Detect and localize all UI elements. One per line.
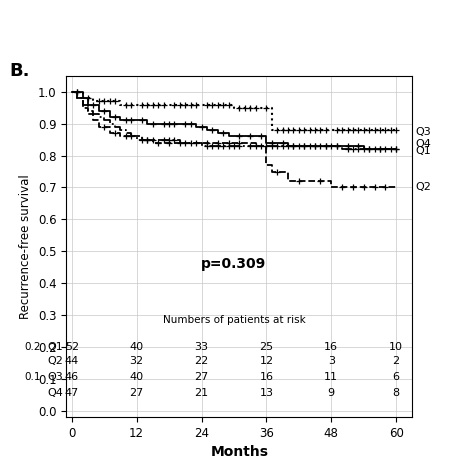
Text: 40: 40	[129, 342, 144, 352]
Text: 16: 16	[259, 372, 273, 382]
Text: 3: 3	[328, 356, 335, 366]
Text: Q3: Q3	[47, 372, 63, 382]
Text: 16: 16	[324, 342, 338, 352]
Text: Q4: Q4	[416, 139, 432, 149]
Text: Q3: Q3	[416, 127, 432, 137]
Text: 11: 11	[324, 372, 338, 382]
Text: 22: 22	[194, 356, 209, 366]
Text: 44: 44	[64, 356, 79, 366]
Text: 8: 8	[392, 388, 400, 398]
Text: Q1: Q1	[47, 342, 63, 352]
Text: 2: 2	[392, 356, 400, 366]
Text: 40: 40	[129, 372, 144, 382]
Text: Q2: Q2	[47, 356, 63, 366]
Text: 47: 47	[64, 388, 79, 398]
Text: 27: 27	[129, 388, 144, 398]
Text: 25: 25	[259, 342, 273, 352]
Text: p=0.309: p=0.309	[201, 257, 266, 271]
Text: 33: 33	[194, 342, 209, 352]
Text: 32: 32	[129, 356, 144, 366]
Text: Q1: Q1	[416, 146, 432, 156]
Text: 13: 13	[259, 388, 273, 398]
Text: 0.1: 0.1	[24, 372, 40, 382]
Text: Q4: Q4	[47, 388, 63, 398]
Text: 12: 12	[259, 356, 273, 366]
Text: 21: 21	[194, 388, 209, 398]
Text: B.: B.	[9, 62, 30, 80]
Text: Numbers of patients at risk: Numbers of patients at risk	[163, 315, 305, 325]
Text: 0.2: 0.2	[24, 342, 40, 352]
Text: 6: 6	[392, 372, 400, 382]
Text: Q2: Q2	[416, 182, 432, 192]
Text: 9: 9	[328, 388, 335, 398]
Text: 10: 10	[389, 342, 403, 352]
X-axis label: Months: Months	[210, 446, 268, 459]
Text: 27: 27	[194, 372, 209, 382]
Text: 52: 52	[65, 342, 79, 352]
Text: 46: 46	[65, 372, 79, 382]
Y-axis label: Recurrence-free survival: Recurrence-free survival	[19, 174, 32, 319]
